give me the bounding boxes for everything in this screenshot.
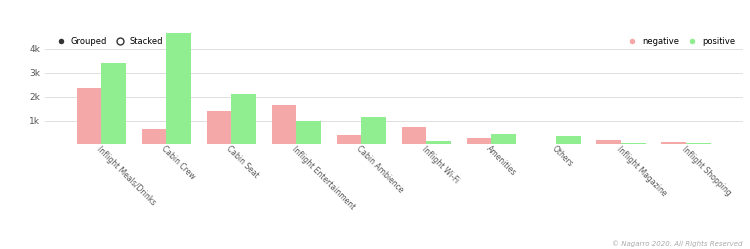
Bar: [401, 126, 426, 144]
Bar: [621, 143, 646, 144]
Bar: [101, 63, 126, 144]
Bar: [142, 129, 166, 144]
Bar: [491, 134, 516, 144]
Bar: [362, 117, 386, 144]
Bar: [166, 33, 191, 144]
Legend: negative, positive: negative, positive: [621, 34, 738, 50]
Bar: [662, 142, 686, 144]
Bar: [337, 135, 362, 144]
Bar: [426, 141, 451, 144]
Bar: [207, 111, 231, 144]
Bar: [296, 121, 321, 144]
Bar: [596, 140, 621, 144]
Bar: [76, 88, 101, 144]
Bar: [231, 94, 256, 144]
Bar: [686, 143, 711, 144]
Bar: [466, 138, 491, 144]
Bar: [556, 136, 580, 144]
Text: © Nagarro 2020. All Rights Reserved: © Nagarro 2020. All Rights Reserved: [612, 240, 742, 247]
Bar: [272, 105, 296, 144]
